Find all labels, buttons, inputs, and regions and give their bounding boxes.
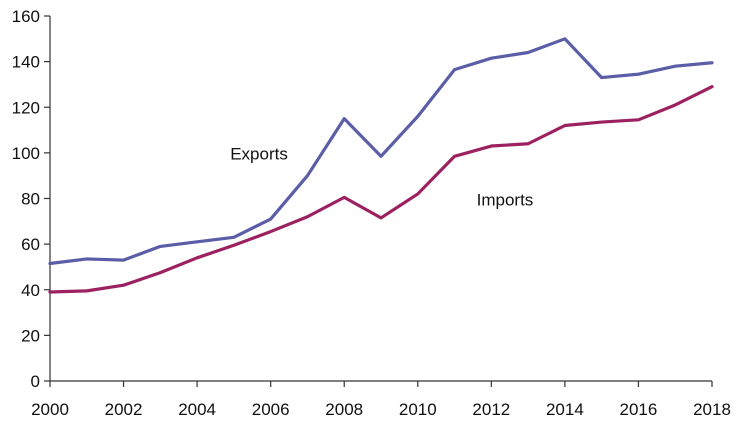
y-tick-label: 160 <box>12 7 40 26</box>
data-point-imports <box>158 271 162 275</box>
data-point-exports <box>195 240 199 244</box>
data-point-exports <box>48 262 52 265</box>
data-point-exports <box>85 257 89 261</box>
series-label-exports: Exports <box>230 145 288 164</box>
data-point-imports <box>710 85 714 89</box>
data-point-imports <box>379 216 383 220</box>
x-tick-label: 2004 <box>178 400 216 419</box>
data-point-exports <box>637 72 640 76</box>
data-point-imports <box>489 144 493 148</box>
data-point-imports <box>269 230 273 233</box>
data-point-imports <box>600 120 604 124</box>
data-point-exports <box>158 245 162 248</box>
data-point-exports <box>342 117 346 121</box>
data-point-exports <box>453 68 456 72</box>
data-point-imports <box>673 103 677 107</box>
data-point-imports <box>48 290 52 294</box>
series-lines <box>48 37 714 294</box>
data-point-imports <box>416 192 420 196</box>
x-tick-label: 2016 <box>620 400 658 419</box>
data-point-exports <box>269 217 273 221</box>
data-point-exports <box>232 235 236 239</box>
data-point-imports <box>526 142 530 146</box>
x-tick-label: 2008 <box>325 400 363 419</box>
data-point-imports <box>195 256 199 260</box>
x-tick-label: 2012 <box>472 400 510 419</box>
data-point-exports <box>306 174 309 178</box>
series-labels: Exports Imports <box>230 145 533 210</box>
x-tick-label: 2000 <box>31 400 69 419</box>
x-axis: 2000 2002 2004 2006 2008 2010 2012 2014 2016 2018 <box>31 380 731 419</box>
x-tick-label: 2018 <box>693 400 731 419</box>
data-point-imports <box>306 215 309 219</box>
data-point-imports <box>453 154 456 158</box>
data-point-exports <box>673 64 677 68</box>
data-point-exports <box>600 76 604 79</box>
data-point-exports <box>489 56 493 60</box>
data-point-exports <box>563 37 567 41</box>
x-tick-label: 2002 <box>105 400 143 419</box>
data-point-imports <box>122 283 125 287</box>
series-line-exports <box>48 37 714 266</box>
data-point-imports <box>232 243 236 247</box>
data-point-exports <box>122 258 125 262</box>
y-tick-label: 140 <box>12 53 40 72</box>
y-tick-label: 80 <box>21 190 40 209</box>
y-tick-label: 40 <box>21 281 40 300</box>
data-point-imports <box>637 118 640 122</box>
y-tick-label: 100 <box>12 144 40 163</box>
y-tick-label: 0 <box>31 372 40 391</box>
series-line-imports <box>48 85 714 294</box>
data-point-exports <box>416 114 420 118</box>
data-point-exports <box>710 61 714 65</box>
data-point-imports <box>563 124 567 127</box>
x-tick-label: 2014 <box>546 400 584 419</box>
y-tick-label: 120 <box>12 98 40 117</box>
data-point-exports <box>526 51 530 54</box>
data-point-imports <box>85 289 89 293</box>
y-tick-label: 60 <box>21 235 40 254</box>
x-tick-label: 2010 <box>399 400 437 419</box>
data-point-imports <box>342 195 346 199</box>
series-label-imports: Imports <box>477 190 534 209</box>
y-tick-label: 20 <box>21 326 40 345</box>
y-axis: 0 20 40 60 80 100 120 140 160 <box>12 7 51 391</box>
x-tick-label: 2006 <box>252 400 290 419</box>
data-point-exports <box>379 154 383 158</box>
